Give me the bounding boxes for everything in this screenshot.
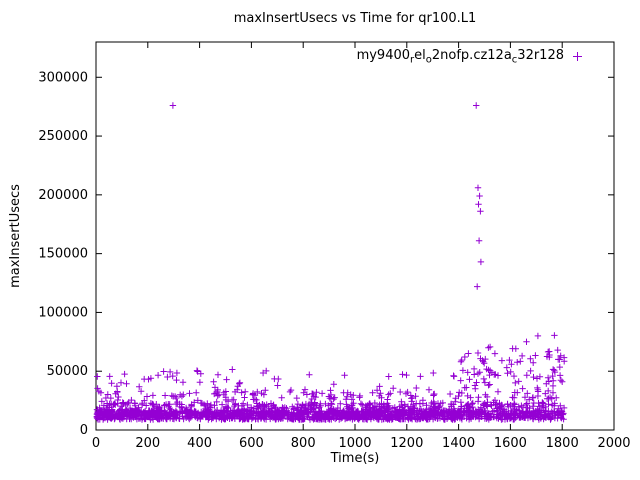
x-tick-label: 200 — [135, 436, 160, 451]
x-tick-label: 2000 — [597, 436, 630, 451]
legend-marker-icon — [573, 52, 582, 62]
x-tick-label: 800 — [291, 436, 316, 451]
x-tick-label: 1200 — [390, 436, 423, 451]
x-tick-label: 1600 — [494, 436, 527, 451]
y-tick-label: 50000 — [47, 364, 88, 379]
chart-title: maxInsertUsecs vs Time for qr100.L1 — [233, 11, 477, 26]
legend-label: my9400relo2nofp.cz12ac32r128 — [356, 48, 564, 66]
x-tick-label: 600 — [239, 436, 264, 451]
y-tick-label: 250000 — [38, 129, 88, 144]
y-tick-label: 150000 — [38, 247, 88, 262]
plot-border — [95, 41, 615, 431]
x-axis-label: Time(s) — [330, 451, 380, 466]
y-tick-label: 200000 — [38, 188, 88, 203]
x-tick-label: 1800 — [546, 436, 579, 451]
legend: my9400relo2nofp.cz12ac32r128 — [357, 48, 582, 66]
x-tick-label: 1000 — [338, 436, 371, 451]
x-tick-label: 0 — [92, 436, 100, 451]
y-tick-label: 300000 — [38, 70, 88, 85]
data-points — [93, 102, 568, 423]
y-tick-label: 100000 — [38, 305, 88, 320]
x-tick-label: 400 — [187, 436, 212, 451]
x-tick-label: 1400 — [442, 436, 475, 451]
y-tick-label: 0 — [80, 423, 88, 438]
